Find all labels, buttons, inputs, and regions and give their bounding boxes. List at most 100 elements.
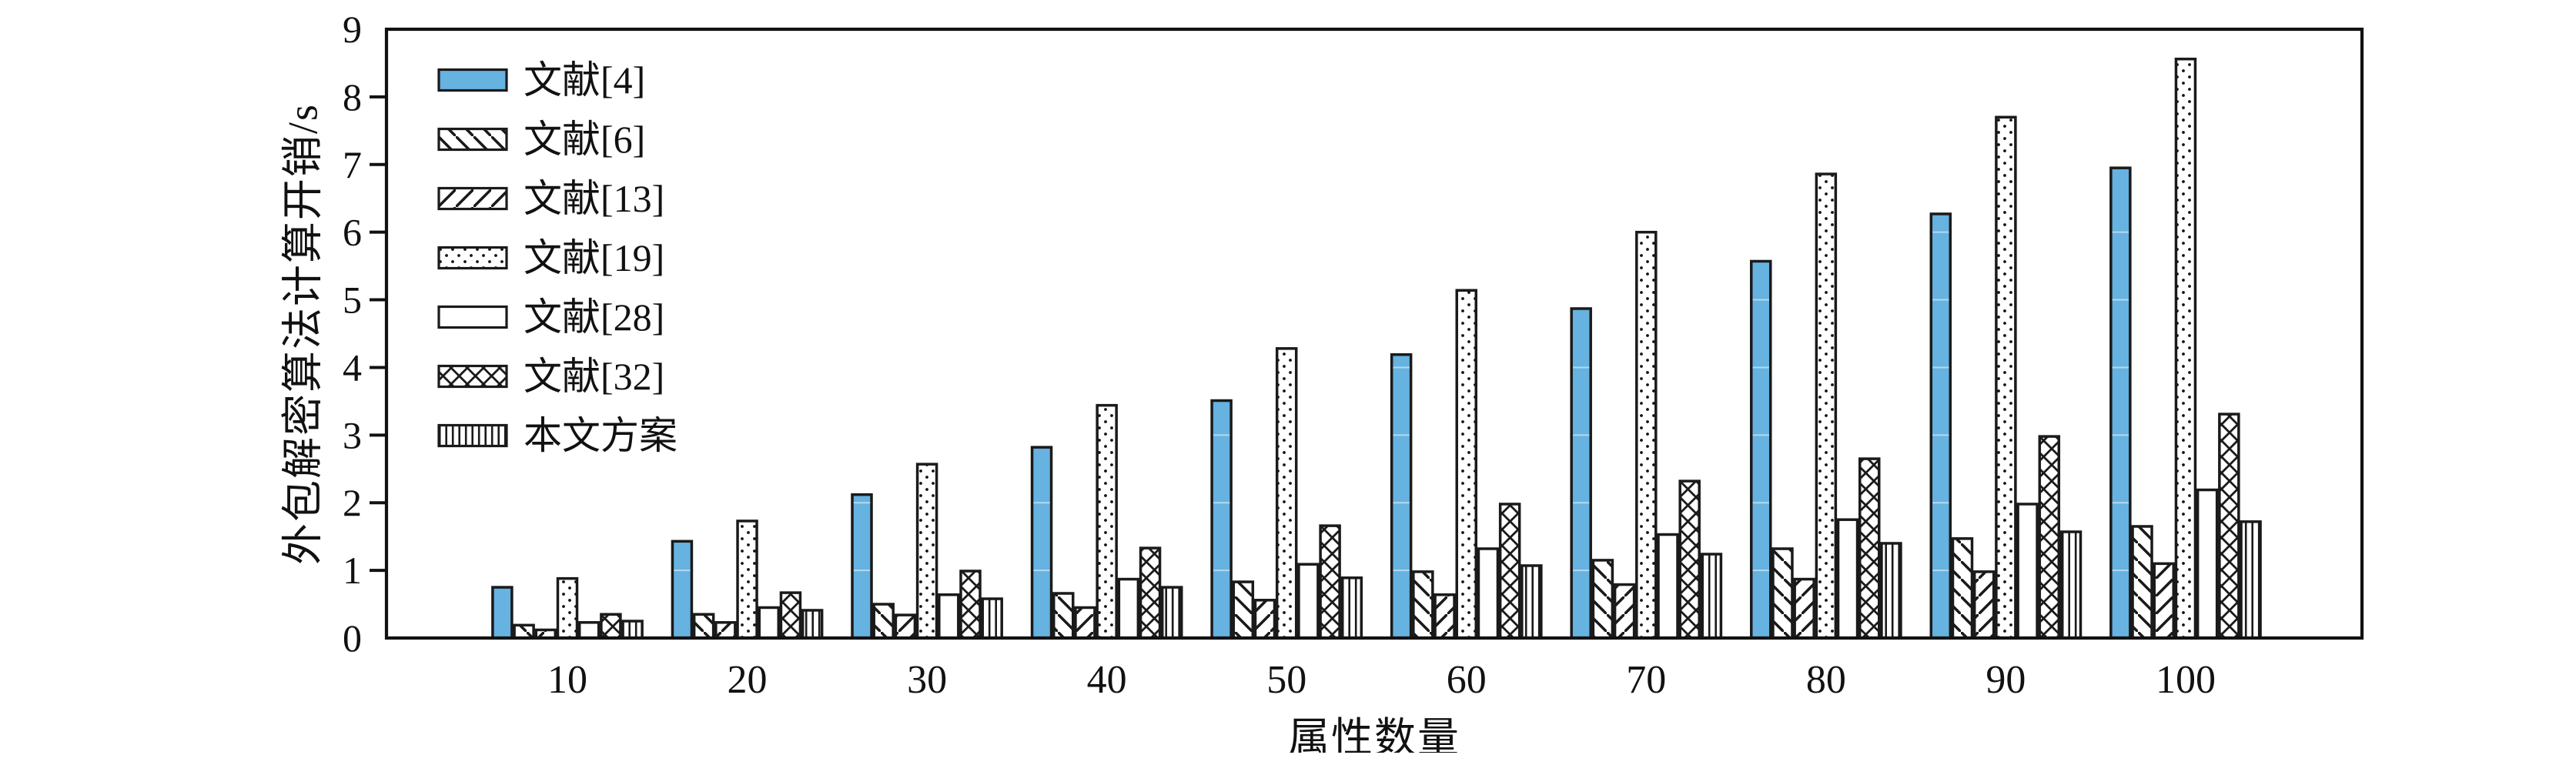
y-tick-label: 5	[343, 279, 362, 322]
bar	[556, 576, 579, 640]
axes-layer: 0 1 2 3 4 5 6 7 8 9 10 20 30 40 50 60 70 80 90 100	[343, 12, 2364, 702]
legend-item: 文献[13]	[437, 177, 664, 220]
bar-chart-figure: 0 1 2 3 4 5 6 7 8 9 10 20 30 40 50 60 70 80 90 100 文献[4] 文献[…	[31, 12, 2576, 753]
bar	[959, 570, 982, 640]
bar	[1096, 403, 1118, 640]
x-tick-label: 30	[907, 658, 947, 702]
legend-label: 本文方案	[524, 414, 677, 457]
bar	[1390, 352, 1413, 640]
bar	[938, 593, 960, 640]
legend-item: 本文方案	[437, 414, 677, 457]
y-tick-label: 1	[343, 549, 362, 592]
plot-frame	[384, 27, 2364, 640]
bar	[1880, 542, 1902, 640]
legend-label: 文献[28]	[524, 296, 664, 339]
bar	[491, 586, 514, 640]
bar	[1455, 289, 1477, 640]
bar	[1434, 593, 1456, 640]
legend-swatch	[437, 127, 508, 152]
bar	[1117, 577, 1140, 640]
bar	[621, 620, 644, 640]
legend-label: 文献[6]	[524, 118, 645, 161]
bar	[1613, 583, 1636, 640]
bar	[758, 606, 780, 640]
bar	[1498, 503, 1521, 640]
bar	[714, 621, 737, 640]
legend-swatch	[437, 68, 508, 92]
bars-layer	[491, 57, 2262, 640]
bar	[1635, 230, 1658, 640]
legend-item: 文献[4]	[437, 58, 645, 102]
legend-label: 文献[32]	[524, 355, 664, 398]
x-tick-label: 50	[1266, 658, 1306, 702]
y-tick-label: 7	[343, 143, 362, 186]
y-tick-label: 0	[343, 616, 362, 660]
bar	[600, 613, 622, 640]
x-tick-label: 100	[2156, 658, 2216, 702]
bar	[1340, 576, 1363, 640]
bar	[692, 613, 715, 640]
legend-swatch	[437, 305, 508, 329]
legend-swatch	[437, 423, 508, 448]
bar	[1657, 533, 1679, 640]
bar	[1030, 446, 1053, 640]
bar	[1477, 547, 1500, 640]
bar	[1750, 259, 1772, 640]
bar	[1678, 479, 1701, 640]
y-axis-title: 外包解密算法计算开销/s	[279, 102, 326, 566]
bar	[2240, 520, 2262, 640]
bar	[2218, 413, 2240, 640]
bar	[1275, 347, 1298, 640]
y-tick-label: 9	[343, 12, 362, 51]
bar	[2131, 525, 2153, 640]
bar	[1319, 524, 1341, 640]
bar	[2153, 562, 2175, 640]
bar	[872, 603, 895, 640]
bar	[2174, 57, 2197, 640]
bar	[1232, 580, 1255, 640]
bar	[1858, 457, 1881, 640]
bar	[1951, 537, 1974, 640]
bar	[2059, 530, 2083, 640]
bar	[1161, 586, 1183, 640]
legend-item: 文献[6]	[437, 118, 645, 161]
bar	[1929, 212, 1952, 640]
bar	[801, 609, 824, 640]
bar	[1815, 172, 1838, 640]
y-tick-label: 6	[343, 211, 362, 254]
y-tick-label: 2	[343, 481, 362, 524]
legend-item: 文献[32]	[437, 355, 664, 398]
legend-swatch	[437, 246, 508, 270]
x-tick-label: 40	[1087, 658, 1127, 702]
bar	[1570, 307, 1592, 640]
bar	[1074, 606, 1096, 640]
x-tick-label: 20	[728, 658, 768, 702]
x-tick-label: 60	[1447, 658, 1487, 702]
y-tick-label: 4	[343, 346, 362, 389]
legend-item: 文献[28]	[437, 296, 664, 339]
x-axis-title: 属性数量	[1288, 715, 1460, 753]
legend-label: 文献[19]	[524, 236, 664, 279]
bar	[1771, 547, 1794, 640]
x-tick-label: 80	[1806, 658, 1846, 702]
bar	[2038, 435, 2061, 640]
bar	[1836, 518, 1859, 640]
x-tick-label: 70	[1626, 658, 1666, 702]
bar	[513, 623, 535, 640]
bar	[2196, 488, 2219, 640]
legend-label: 文献[13]	[524, 177, 664, 220]
legend-swatch	[437, 186, 508, 211]
bar	[671, 540, 694, 640]
bar	[1793, 577, 1815, 640]
y-tick-label: 3	[343, 413, 362, 456]
legend-label: 文献[4]	[524, 58, 645, 102]
bar	[2109, 166, 2132, 640]
x-tick-label: 90	[1986, 658, 2026, 702]
x-tick-label: 10	[547, 658, 587, 702]
bar	[1139, 546, 1162, 640]
bar	[1412, 570, 1434, 640]
bar	[1700, 553, 1723, 640]
bar	[894, 613, 917, 640]
bar	[851, 493, 873, 640]
